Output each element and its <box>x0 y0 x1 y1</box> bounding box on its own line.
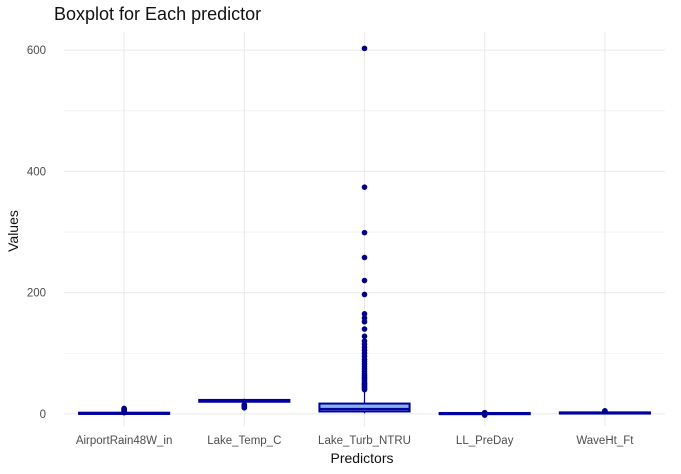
box-ll-preday <box>438 409 531 418</box>
y-tick-label: 0 <box>40 409 46 421</box>
iqr-box <box>318 402 411 413</box>
x-tick-label: AirportRain48W_in <box>76 435 173 447</box>
x-tick-label: WaveHt_Ft <box>576 435 634 447</box>
outlier-point <box>361 338 368 344</box>
outlier-point <box>361 184 368 190</box>
y-tick-label: 600 <box>27 45 46 57</box>
outlier-point <box>361 333 368 340</box>
x-tick-label: Lake_Turb_NTRU <box>318 435 411 447</box>
outlier-point <box>241 401 248 408</box>
x-tick-label: LL_PreDay <box>456 435 514 447</box>
box-lake-turb-ntru <box>318 45 411 414</box>
outlier-point <box>361 311 368 317</box>
outlier-point <box>361 326 368 332</box>
outlier-point <box>361 45 368 52</box>
y-tick-label: 400 <box>27 166 46 178</box>
outlier-point <box>361 291 368 298</box>
chart-title: Boxplot for Each predictor <box>54 4 262 24</box>
outlier-point <box>361 229 368 236</box>
outlier-point <box>602 408 608 414</box>
x-axis-title: Predictors <box>330 450 393 466</box>
box-lake-temp-c <box>198 398 291 411</box>
y-axis-title: Values <box>5 210 21 252</box>
outlier-point <box>361 315 368 321</box>
outlier-point <box>121 405 127 412</box>
outlier-point <box>481 409 488 416</box>
outlier-point <box>361 277 368 284</box>
y-tick-label: 200 <box>27 288 46 300</box>
x-tick-label: Lake_Temp_C <box>207 435 281 447</box>
box-waveht-ft <box>558 408 651 415</box>
outlier-point <box>361 254 368 261</box>
box-airportrain48w-in <box>78 405 171 416</box>
